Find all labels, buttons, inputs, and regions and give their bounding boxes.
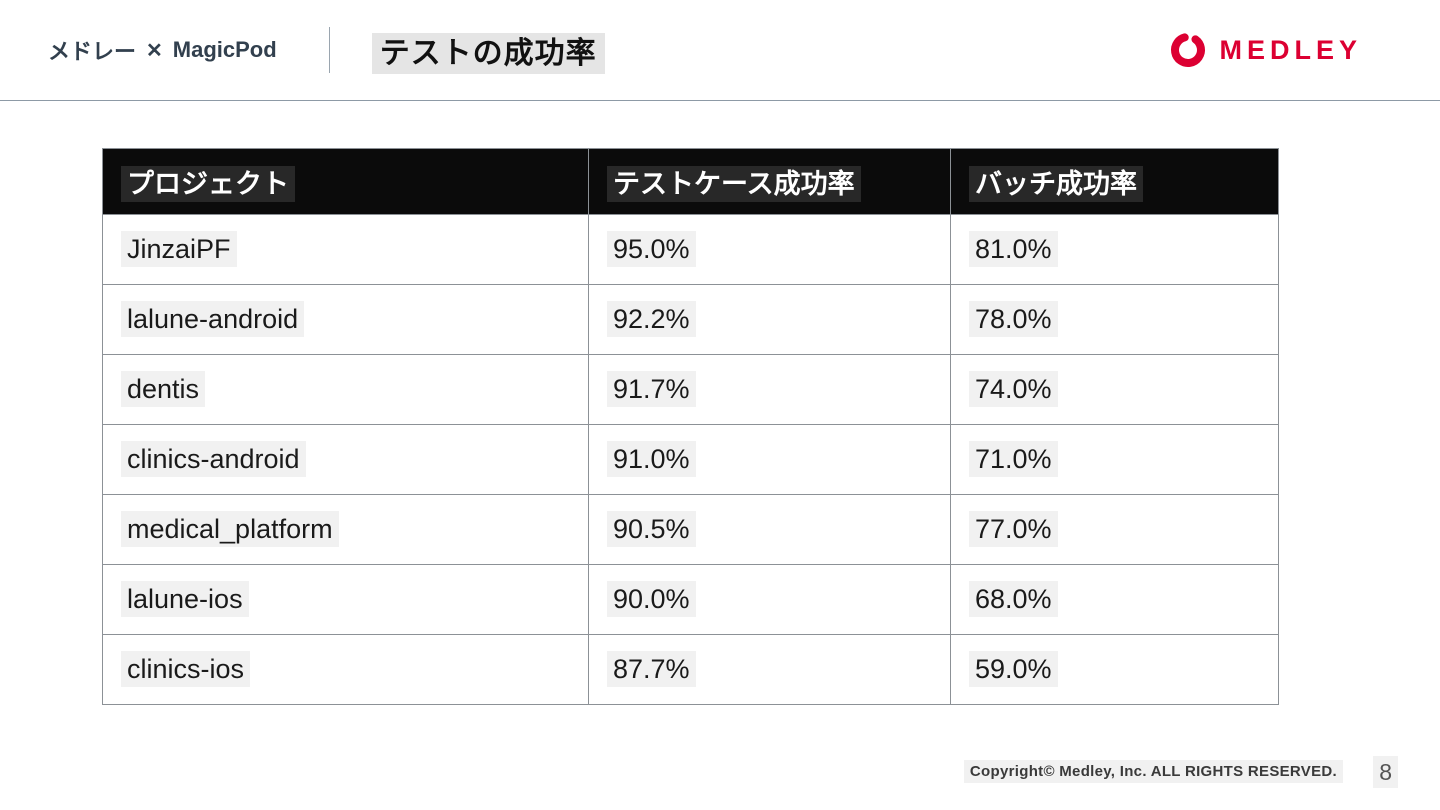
table-row: clinics-ios 87.7% 59.0%	[102, 634, 1279, 705]
table-row: dentis 91.7% 74.0%	[102, 354, 1279, 425]
testcase-rate-cell: 92.2%	[588, 284, 951, 355]
table-row: lalune-android 92.2% 78.0%	[102, 284, 1279, 355]
testcase-rate-cell: 95.0%	[588, 214, 951, 285]
testcase-rate-cell: 87.7%	[588, 634, 951, 705]
testcase-rate-cell: 91.0%	[588, 424, 951, 495]
medley-ring-icon	[1169, 31, 1207, 69]
project-cell: dentis	[102, 354, 589, 425]
project-cell: lalune-android	[102, 284, 589, 355]
batch-rate-cell: 77.0%	[950, 494, 1279, 565]
header-divider	[328, 27, 330, 73]
batch-rate-cell: 59.0%	[950, 634, 1279, 705]
cross-icon: ✕	[146, 40, 163, 62]
batch-rate-cell: 81.0%	[950, 214, 1279, 285]
column-header-project: プロジェクト	[102, 148, 589, 215]
project-cell: medical_platform	[102, 494, 589, 565]
batch-rate-cell: 71.0%	[950, 424, 1279, 495]
brand-lockup: メドレー ✕ MagicPod	[48, 34, 277, 66]
medley-wordmark: MEDLEY	[1219, 34, 1362, 65]
project-cell: JinzaiPF	[102, 214, 589, 285]
testcase-rate-cell: 90.5%	[588, 494, 951, 565]
medley-logo: MEDLEY	[1169, 31, 1362, 69]
column-header-batch-rate: バッチ成功率	[950, 148, 1279, 215]
batch-rate-cell: 68.0%	[950, 564, 1279, 635]
column-header-testcase-rate: テストケース成功率	[588, 148, 951, 215]
slide-header: メドレー ✕ MagicPod テストの成功率 MEDLEY	[0, 0, 1440, 101]
table-row: JinzaiPF 95.0% 81.0%	[102, 214, 1279, 285]
testcase-rate-cell: 91.7%	[588, 354, 951, 425]
page-number: 8	[1373, 756, 1398, 788]
testcase-rate-cell: 90.0%	[588, 564, 951, 635]
table-row: lalune-ios 90.0% 68.0%	[102, 564, 1279, 635]
project-cell: clinics-android	[102, 424, 589, 495]
brand-medley-text: メドレー	[48, 39, 137, 64]
table-row: clinics-android 91.0% 71.0%	[102, 424, 1279, 495]
batch-rate-cell: 74.0%	[950, 354, 1279, 425]
copyright-text: Copyright© Medley, Inc. ALL RIGHTS RESER…	[963, 760, 1343, 783]
success-rate-table: プロジェクト テストケース成功率 バッチ成功率 JinzaiPF 95.0% 8…	[102, 148, 1279, 705]
project-cell: lalune-ios	[102, 564, 589, 635]
page-title: テストの成功率	[371, 28, 605, 74]
batch-rate-cell: 78.0%	[950, 284, 1279, 355]
table-row: medical_platform 90.5% 77.0%	[102, 494, 1279, 565]
project-cell: clinics-ios	[102, 634, 589, 705]
brand-magicpod-text: MagicPod	[172, 37, 277, 62]
table-header-row: プロジェクト テストケース成功率 バッチ成功率	[102, 148, 1279, 215]
